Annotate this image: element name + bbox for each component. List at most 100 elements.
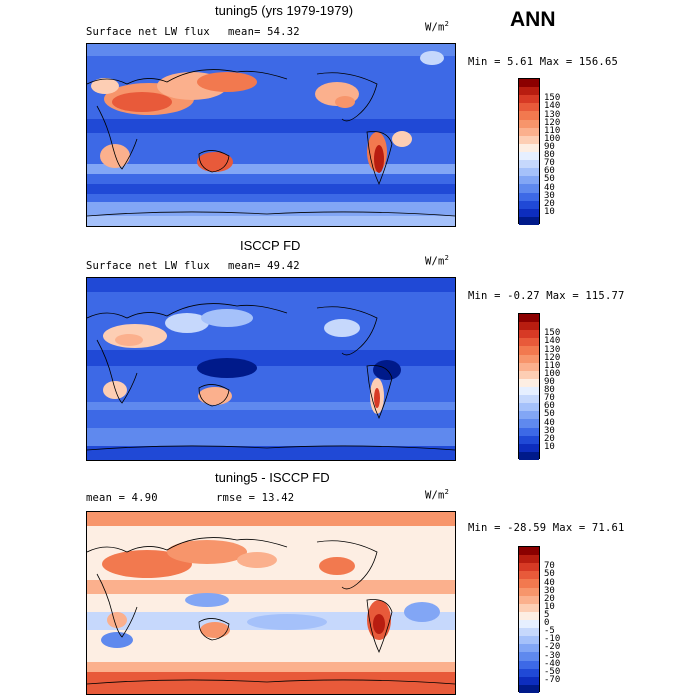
colorbar-tick-label: 140 xyxy=(544,101,561,112)
colorbar-swatch xyxy=(519,587,539,596)
colorbar-tick-label: 30 xyxy=(544,425,555,436)
colorbar-swatch xyxy=(519,87,539,96)
panel-2-title: ISCCP FD xyxy=(240,238,301,253)
colorbar-swatch xyxy=(519,111,539,120)
colorbar-swatch xyxy=(519,103,539,112)
panel-1-minmax: Min = 5.61 Max = 156.65 xyxy=(468,56,618,68)
colorbar-swatch xyxy=(519,192,539,201)
colorbar-tick-label: -70 xyxy=(544,674,561,685)
panel-1-title: tuning5 (yrs 1979-1979) xyxy=(215,3,354,18)
panel-2-mean: mean= 49.42 xyxy=(228,260,300,272)
colorbar-tick-label: 40 xyxy=(544,182,555,193)
colorbar-tick-label: 20 xyxy=(544,433,555,444)
colorbar-swatch xyxy=(519,595,539,604)
colorbar-tick-label: 40 xyxy=(544,577,555,588)
colorbar-tick-label: 130 xyxy=(544,109,561,120)
colorbar-tick-label: -40 xyxy=(544,658,561,669)
colorbar-tick-label: -30 xyxy=(544,650,561,661)
colorbar-swatch xyxy=(519,216,539,225)
panel-3-colorbar-boxes xyxy=(518,546,540,693)
panel-3-minmax: Min = -28.59 Max = 71.61 xyxy=(468,522,625,534)
colorbar-tick-label: 60 xyxy=(544,401,555,412)
panel-1-mean: mean= 54.32 xyxy=(228,26,300,38)
colorbar-swatch xyxy=(519,338,539,347)
colorbar-swatch xyxy=(519,395,539,404)
panel-3-rmse: rmse = 13.42 xyxy=(216,492,295,504)
colorbar-tick-label: 5 xyxy=(544,609,550,620)
colorbar-tick-label: 90 xyxy=(544,141,555,152)
colorbar-swatch xyxy=(519,160,539,169)
colorbar-swatch xyxy=(519,668,539,677)
panel-3-mean: mean = 4.90 xyxy=(86,492,158,504)
colorbar-swatch xyxy=(519,547,539,556)
colorbar-swatch xyxy=(519,644,539,653)
colorbar-swatch xyxy=(519,403,539,412)
colorbar-swatch xyxy=(519,200,539,209)
colorbar-swatch xyxy=(519,322,539,331)
colorbar-tick-label: 120 xyxy=(544,117,561,128)
colorbar-tick-label: 70 xyxy=(544,561,555,572)
colorbar-swatch xyxy=(519,451,539,460)
colorbar-swatch xyxy=(519,330,539,339)
colorbar-swatch xyxy=(519,346,539,355)
panel-2-variable-label: Surface net LW flux xyxy=(86,260,210,272)
colorbar-swatch xyxy=(519,354,539,363)
colorbar-swatch xyxy=(519,435,539,444)
colorbar-tick-label: 20 xyxy=(544,198,555,209)
colorbar-tick-label: 150 xyxy=(544,93,561,104)
colorbar-tick-label: 30 xyxy=(544,585,555,596)
colorbar-tick-label: -5 xyxy=(544,626,555,637)
colorbar-swatch xyxy=(519,362,539,371)
colorbar-tick-label: 0 xyxy=(544,618,550,629)
colorbar-swatch xyxy=(519,143,539,152)
colorbar-swatch xyxy=(519,660,539,669)
colorbar-swatch xyxy=(519,152,539,161)
colorbar-tick-label: 140 xyxy=(544,336,561,347)
colorbar-tick-label: 50 xyxy=(544,174,555,185)
colorbar-tick-label: 110 xyxy=(544,360,561,371)
panel-3-unit: W/m2 xyxy=(425,488,449,502)
colorbar-swatch xyxy=(519,636,539,645)
colorbar-swatch xyxy=(519,628,539,637)
colorbar-swatch xyxy=(519,387,539,396)
colorbar-tick-label: 60 xyxy=(544,166,555,177)
colorbar-swatch xyxy=(519,184,539,193)
panel-2-unit: W/m2 xyxy=(425,254,449,268)
colorbar-swatch xyxy=(519,378,539,387)
colorbar-swatch xyxy=(519,563,539,572)
colorbar-tick-label: 100 xyxy=(544,133,561,144)
colorbar-tick-label: 90 xyxy=(544,376,555,387)
colorbar-tick-label: 40 xyxy=(544,417,555,428)
colorbar-tick-label: 20 xyxy=(544,593,555,604)
colorbar-swatch xyxy=(519,95,539,104)
colorbar-swatch xyxy=(519,127,539,136)
colorbar-tick-label: 10 xyxy=(544,441,555,452)
colorbar-swatch xyxy=(519,443,539,452)
colorbar-tick-label: 50 xyxy=(544,409,555,420)
colorbar-swatch xyxy=(519,676,539,685)
colorbar-tick-label: 80 xyxy=(544,385,555,396)
colorbar-swatch xyxy=(519,176,539,185)
panel-3-map xyxy=(86,511,456,695)
panel-1-map-graphic xyxy=(86,44,456,226)
colorbar-swatch xyxy=(519,684,539,693)
colorbar-swatch xyxy=(519,611,539,620)
colorbar-swatch xyxy=(519,427,539,436)
colorbar-tick-label: 10 xyxy=(544,206,555,217)
colorbar-swatch xyxy=(519,208,539,217)
panel-1-colorbar-boxes xyxy=(518,78,540,225)
colorbar-tick-label: 110 xyxy=(544,125,561,136)
colorbar-swatch xyxy=(519,119,539,128)
colorbar-tick-label: -50 xyxy=(544,666,561,677)
colorbar-swatch xyxy=(519,419,539,428)
panel-2-colorbar-boxes xyxy=(518,313,540,460)
colorbar-tick-label: 70 xyxy=(544,158,555,169)
colorbar-swatch xyxy=(519,620,539,629)
colorbar-tick-label: 130 xyxy=(544,344,561,355)
colorbar-tick-label: 120 xyxy=(544,352,561,363)
colorbar-swatch xyxy=(519,135,539,144)
colorbar-tick-label: 150 xyxy=(544,328,561,339)
colorbar-tick-label: 70 xyxy=(544,393,555,404)
panel-1-unit: W/m2 xyxy=(425,20,449,34)
colorbar-swatch xyxy=(519,79,539,88)
